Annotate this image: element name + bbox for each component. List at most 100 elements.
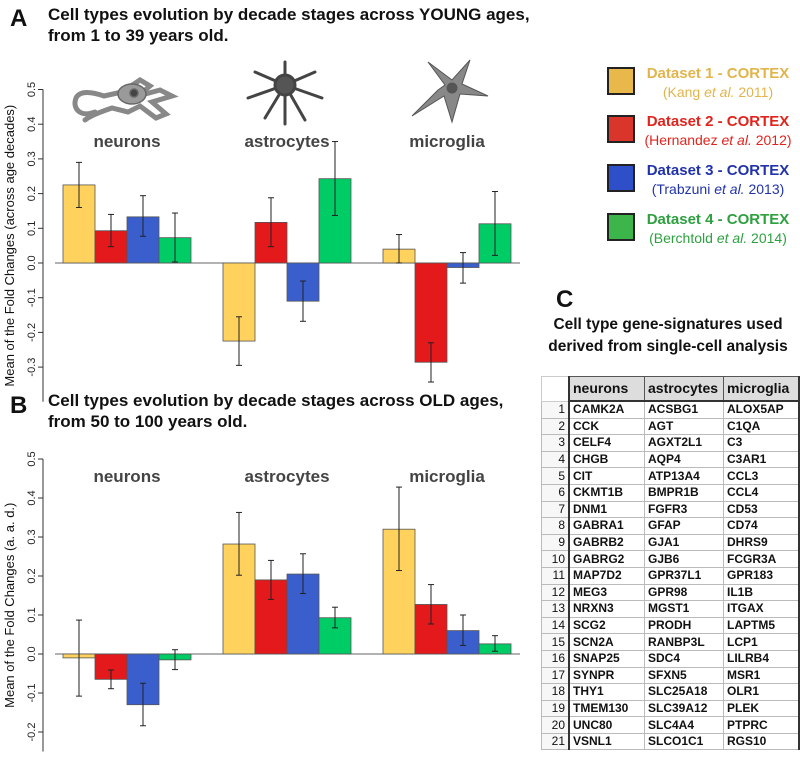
y-tick-label: 0.1 bbox=[26, 607, 38, 622]
panel-b-title-line1: Cell types evolution by decade stages ac… bbox=[48, 391, 504, 410]
microglia-gene: LILRB4 bbox=[723, 649, 800, 668]
neuron-gene: CHGB bbox=[568, 450, 645, 469]
row-number: 18 bbox=[541, 683, 570, 701]
table-row: 17 SYNPR SFXN5 MSR1 bbox=[541, 666, 800, 685]
citation-year: 2011) bbox=[734, 84, 774, 100]
panel-c-title-line1: Cell type gene-signatures used bbox=[553, 316, 783, 333]
y-tick-label: 0.5 bbox=[26, 82, 38, 97]
neuron-gene: NRXN3 bbox=[568, 600, 645, 618]
citation-year: 2012) bbox=[751, 132, 792, 148]
row-number: 21 bbox=[541, 732, 570, 751]
astrocyte-gene: FGFR3 bbox=[644, 500, 724, 519]
table-row: 1 CAMK2A ACSBG1 ALOX5AP bbox=[541, 400, 800, 419]
neuron-gene: VSNL1 bbox=[568, 732, 645, 751]
microglia-gene: FCGR3A bbox=[723, 550, 800, 568]
microglia-gene: CCL4 bbox=[723, 483, 800, 502]
citation-etal: et al. bbox=[721, 132, 752, 148]
row-number: 2 bbox=[541, 417, 570, 436]
row-number: 8 bbox=[541, 517, 570, 535]
neuron-icon bbox=[72, 77, 179, 123]
microglia-gene: CCL3 bbox=[723, 467, 800, 485]
microglia-gene: ALOX5AP bbox=[723, 400, 800, 419]
citation-etal: et al. bbox=[704, 84, 735, 100]
table-row: 14 SCG2 PRODH LAPTM5 bbox=[541, 616, 800, 635]
legend-text: Dataset 4 - CORTEX (Berchtold et al. 201… bbox=[636, 210, 800, 247]
neuron-gene: SCN2A bbox=[568, 633, 645, 651]
astrocyte-gene: RANBP3L bbox=[644, 633, 724, 651]
microglia-gene: CD53 bbox=[723, 500, 800, 519]
panel-b-title: Cell types evolution by decade stages ac… bbox=[48, 390, 503, 432]
citation-year: 2013) bbox=[744, 181, 785, 197]
legend-dataset-label: Dataset 2 - CORTEX bbox=[646, 113, 790, 130]
table-row: 5 CIT ATP13A4 CCL3 bbox=[541, 467, 800, 485]
panel-c-letter: C bbox=[556, 286, 574, 313]
panel-a-title-line1: Cell types evolution by decade stages ac… bbox=[48, 5, 530, 24]
astrocyte-gene: SLC39A12 bbox=[644, 699, 724, 718]
microglia-gene: C1QA bbox=[723, 417, 800, 436]
table-row: 7 DNM1 FGFR3 CD53 bbox=[541, 500, 800, 519]
y-tick-label: -0.2 bbox=[26, 323, 38, 342]
row-number-header bbox=[541, 376, 570, 402]
header-neurons: neurons bbox=[568, 376, 645, 402]
table-row: 19 TMEM130 SLC39A12 PLEK bbox=[541, 699, 800, 718]
table-row: 8 GABRA1 GFAP CD74 bbox=[541, 517, 800, 535]
astrocyte-gene: GJA1 bbox=[644, 533, 724, 552]
table-row: 11 MAP7D2 GPR37L1 GPR183 bbox=[541, 566, 800, 585]
microglia-gene: CD74 bbox=[723, 517, 800, 535]
row-number: 3 bbox=[541, 434, 570, 452]
table-row: 15 SCN2A RANBP3L LCP1 bbox=[541, 633, 800, 651]
panel-a-title-line2: from 1 to 39 years old. bbox=[48, 26, 229, 45]
y-tick-label: 0.4 bbox=[26, 117, 38, 132]
citation-year: 2014) bbox=[747, 230, 787, 246]
legend-dataset-label: Dataset 4 - CORTEX bbox=[646, 211, 790, 228]
y-tick-label: 0.4 bbox=[26, 490, 38, 505]
y-tick-label: 0.0 bbox=[26, 646, 38, 661]
astrocyte-gene: MGST1 bbox=[644, 600, 724, 618]
row-number: 4 bbox=[541, 450, 570, 469]
neuron-gene: CIT bbox=[568, 467, 645, 485]
table-row: 12 MEG3 GPR98 IL1B bbox=[541, 583, 800, 602]
row-number: 9 bbox=[541, 533, 570, 552]
astrocyte-gene: GFAP bbox=[644, 517, 724, 535]
legend-swatch bbox=[607, 115, 635, 143]
panel-a-title: Cell types evolution by decade stages ac… bbox=[48, 4, 530, 46]
neuron-gene: CELF4 bbox=[568, 434, 645, 452]
legend-text: Dataset 2 - CORTEX (Hernandez et al. 201… bbox=[636, 112, 800, 149]
neuron-gene: SNAP25 bbox=[568, 649, 645, 668]
neuron-gene: CAMK2A bbox=[568, 400, 645, 419]
microglia-gene: DHRS9 bbox=[723, 533, 800, 552]
astrocyte-gene: SFXN5 bbox=[644, 666, 724, 685]
astrocyte-gene: AQP4 bbox=[644, 450, 724, 469]
row-number: 14 bbox=[541, 616, 570, 635]
table-row: 6 CKMT1B BMPR1B CCL4 bbox=[541, 483, 800, 502]
astrocyte-gene: GJB6 bbox=[644, 550, 724, 568]
astrocyte-gene: GPR98 bbox=[644, 583, 724, 602]
legend-item: Dataset 2 - CORTEX (Hernandez et al. 201… bbox=[606, 112, 800, 158]
microglia-gene: C3 bbox=[723, 434, 800, 452]
legend-item: Dataset 1 - CORTEX (Kang et al. 2011) bbox=[606, 64, 800, 110]
panel-c-title-line2: derived from single-cell analysis bbox=[548, 338, 788, 355]
legend-citation: (Berchtold et al. 2014) bbox=[636, 229, 800, 247]
legend-item: Dataset 3 - CORTEX (Trabzuni et al. 2013… bbox=[606, 161, 800, 207]
row-number: 15 bbox=[541, 633, 570, 651]
header-astrocytes: astrocytes bbox=[644, 376, 724, 402]
microglia-gene: GPR183 bbox=[723, 566, 800, 585]
astrocyte-gene: SLCO1C1 bbox=[644, 732, 724, 751]
citation-etal: et al. bbox=[714, 181, 745, 197]
legend-dataset-label: Dataset 1 - CORTEX bbox=[646, 65, 790, 82]
table-row: 9 GABRB2 GJA1 DHRS9 bbox=[541, 533, 800, 552]
microglia-gene: IL1B bbox=[723, 583, 800, 602]
row-number: 10 bbox=[541, 550, 570, 568]
category-label: astrocytes bbox=[244, 132, 329, 151]
table-header-row: neurons astrocytes microglia bbox=[541, 376, 800, 402]
category-label: microglia bbox=[409, 132, 485, 151]
microglia-icon bbox=[411, 59, 489, 124]
microglia-gene: OLR1 bbox=[723, 683, 800, 701]
astrocyte-gene: ATP13A4 bbox=[644, 467, 724, 485]
category-label: neurons bbox=[93, 132, 160, 151]
citation-author: (Berchtold bbox=[649, 230, 717, 246]
row-number: 19 bbox=[541, 699, 570, 718]
astrocyte-gene: BMPR1B bbox=[644, 483, 724, 502]
legend-text: Dataset 3 - CORTEX (Trabzuni et al. 2013… bbox=[636, 161, 800, 198]
